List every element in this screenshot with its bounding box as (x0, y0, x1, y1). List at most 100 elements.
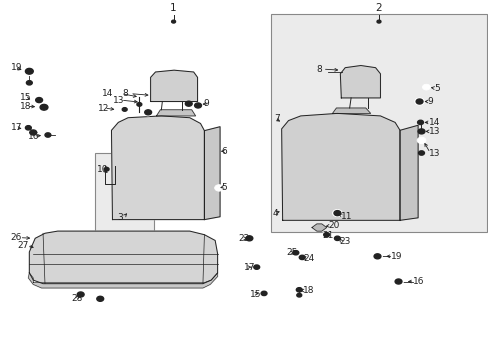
Text: 24: 24 (303, 254, 314, 263)
Text: 18: 18 (303, 287, 314, 295)
Polygon shape (332, 108, 370, 113)
Text: 12: 12 (98, 104, 109, 112)
Text: 10: 10 (97, 165, 108, 174)
Text: 13: 13 (428, 127, 440, 136)
Text: 15: 15 (20, 94, 31, 102)
Text: 5: 5 (433, 84, 439, 93)
Polygon shape (28, 273, 217, 288)
Circle shape (394, 279, 401, 284)
Circle shape (373, 254, 380, 259)
Text: 16: 16 (412, 277, 424, 286)
Circle shape (25, 68, 33, 74)
Text: 13: 13 (113, 96, 125, 105)
Circle shape (291, 249, 300, 256)
Circle shape (296, 293, 301, 297)
Circle shape (332, 210, 342, 217)
Circle shape (26, 81, 32, 85)
Circle shape (214, 185, 223, 191)
Circle shape (244, 235, 254, 242)
Circle shape (245, 236, 252, 241)
Text: 3: 3 (117, 213, 123, 222)
Circle shape (40, 104, 48, 110)
Circle shape (296, 288, 302, 292)
Circle shape (45, 133, 51, 137)
Circle shape (415, 99, 422, 104)
Text: 17: 17 (243, 263, 255, 271)
Circle shape (417, 129, 424, 134)
Circle shape (30, 130, 37, 135)
Circle shape (95, 295, 105, 302)
Text: 13: 13 (428, 149, 440, 158)
Circle shape (259, 290, 268, 297)
Text: 1: 1 (170, 3, 177, 13)
Text: 17: 17 (11, 123, 22, 132)
Text: 6: 6 (221, 147, 227, 156)
Circle shape (143, 109, 153, 116)
Circle shape (292, 251, 298, 255)
Text: 15: 15 (250, 290, 262, 299)
Circle shape (76, 291, 85, 298)
Circle shape (323, 233, 329, 237)
Circle shape (322, 231, 330, 238)
Circle shape (104, 167, 109, 171)
Circle shape (372, 253, 382, 260)
Circle shape (185, 101, 192, 106)
Text: 11: 11 (341, 212, 352, 221)
Circle shape (393, 278, 403, 285)
Polygon shape (29, 231, 217, 284)
Polygon shape (311, 224, 326, 231)
Circle shape (418, 151, 424, 155)
Text: 14: 14 (428, 118, 440, 127)
Text: 9: 9 (203, 99, 208, 108)
Text: 21: 21 (322, 231, 333, 240)
Polygon shape (399, 125, 417, 220)
Circle shape (376, 20, 380, 23)
Polygon shape (156, 110, 195, 116)
Circle shape (36, 98, 42, 103)
Circle shape (137, 103, 142, 106)
Polygon shape (340, 66, 380, 98)
Circle shape (144, 110, 151, 115)
Circle shape (171, 20, 175, 23)
Text: 20: 20 (328, 220, 339, 230)
Circle shape (414, 98, 424, 105)
Circle shape (194, 103, 201, 108)
Circle shape (23, 67, 35, 76)
Circle shape (34, 96, 44, 104)
Polygon shape (204, 127, 220, 220)
Text: 14: 14 (102, 89, 113, 98)
Circle shape (252, 264, 261, 270)
Text: 25: 25 (285, 248, 297, 257)
Bar (95, 153, 154, 232)
Text: 27: 27 (17, 241, 28, 250)
Text: 4: 4 (272, 209, 278, 217)
Circle shape (334, 236, 340, 240)
Circle shape (253, 265, 259, 269)
Text: 19: 19 (11, 63, 22, 72)
Circle shape (39, 103, 49, 111)
Circle shape (416, 137, 425, 144)
Text: 28: 28 (71, 294, 82, 303)
Text: 18: 18 (20, 102, 31, 111)
Circle shape (422, 84, 429, 90)
Text: 19: 19 (390, 252, 402, 261)
Text: 5: 5 (221, 183, 227, 192)
Circle shape (417, 120, 423, 125)
Bar (271, 14, 486, 232)
Text: 8: 8 (122, 89, 128, 98)
Text: 2: 2 (375, 3, 382, 13)
Polygon shape (281, 113, 399, 220)
Circle shape (261, 291, 266, 296)
Circle shape (97, 296, 103, 301)
Text: 8: 8 (316, 65, 322, 74)
Polygon shape (150, 70, 197, 102)
Circle shape (333, 211, 340, 216)
Circle shape (299, 255, 305, 260)
Text: 16: 16 (28, 132, 40, 140)
Text: 22: 22 (238, 234, 249, 243)
Text: 7: 7 (273, 113, 279, 122)
Circle shape (333, 235, 341, 241)
Text: 26: 26 (11, 233, 22, 242)
Circle shape (25, 126, 31, 130)
Text: 23: 23 (339, 238, 350, 246)
